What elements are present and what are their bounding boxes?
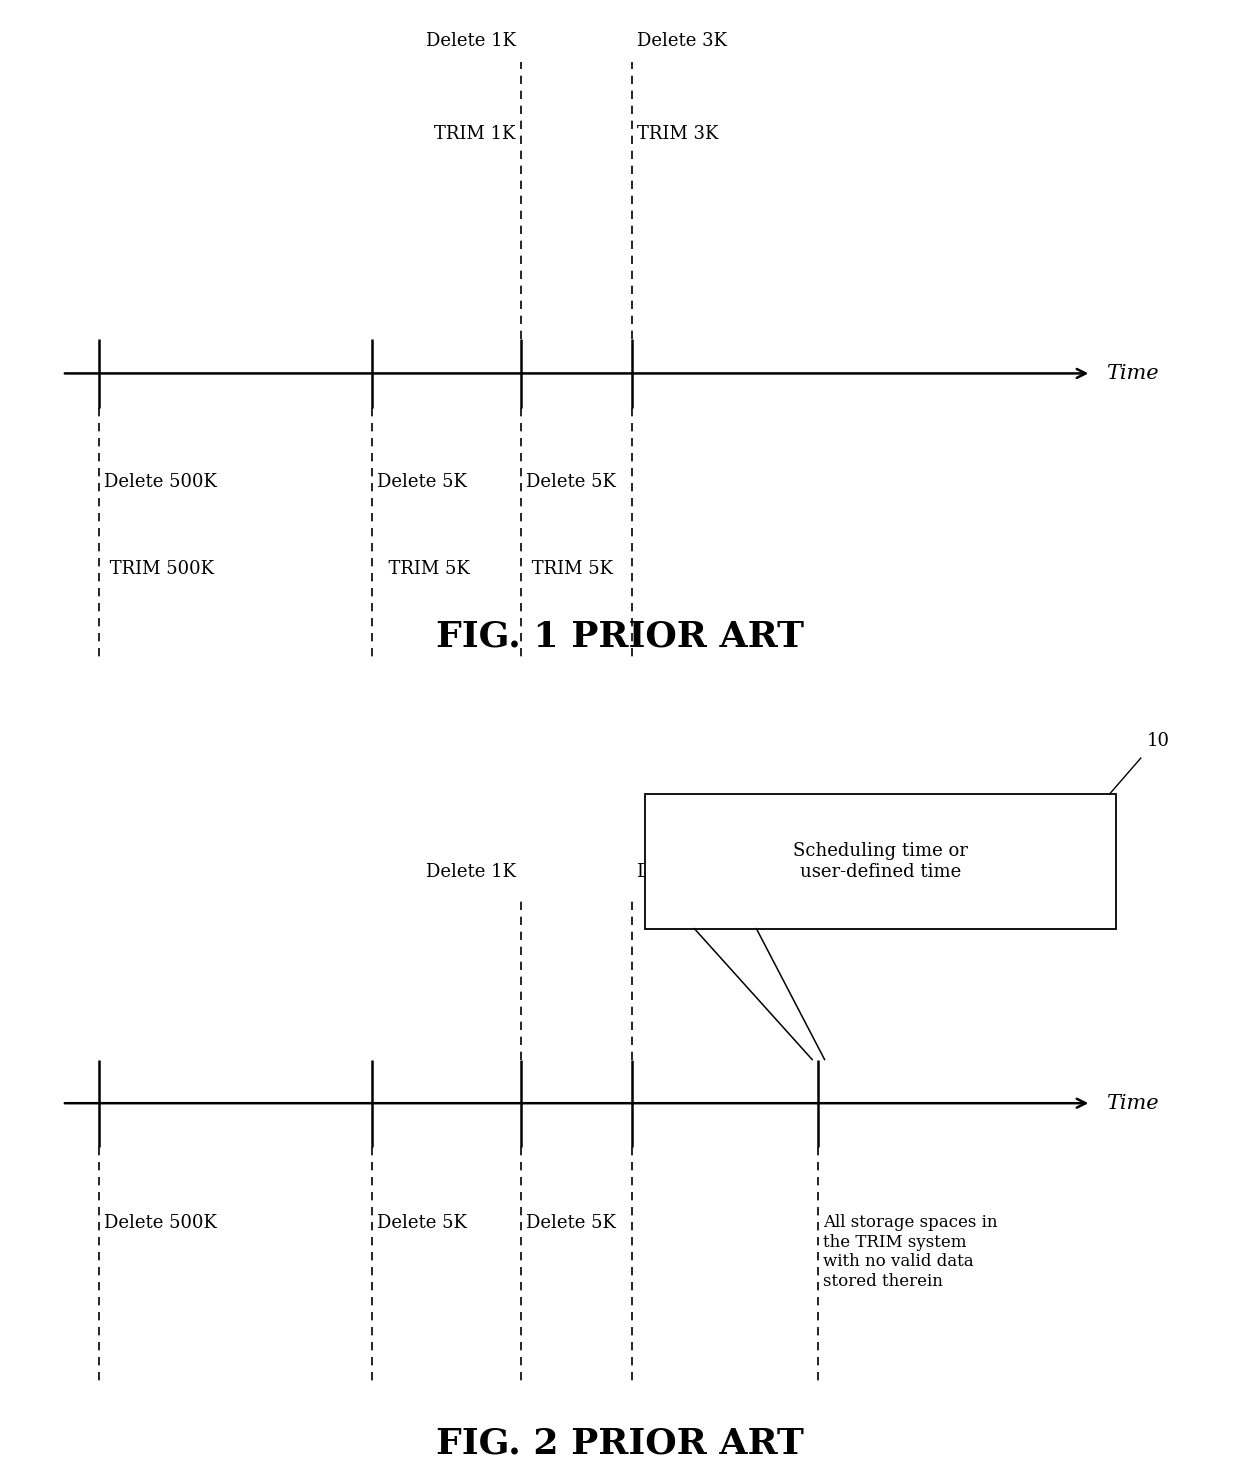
Text: Delete 5K: Delete 5K [526, 1215, 615, 1232]
Text: TRIM 1K: TRIM 1K [434, 125, 516, 142]
Text: Delete 5K: Delete 5K [526, 473, 615, 491]
Text: Delete 5K: Delete 5K [377, 473, 466, 491]
Text: Delete 500K: Delete 500K [104, 473, 217, 491]
Text: FIG. 1 PRIOR ART: FIG. 1 PRIOR ART [436, 620, 804, 654]
Text: Delete 3K: Delete 3K [637, 863, 728, 881]
Text: TRIM 500K: TRIM 500K [104, 561, 215, 578]
Text: Time: Time [1106, 1093, 1158, 1112]
Text: Delete 500K: Delete 500K [104, 1215, 217, 1232]
Text: TRIM 5K: TRIM 5K [526, 561, 613, 578]
Text: Delete 3K: Delete 3K [637, 31, 728, 49]
Text: Scheduling time or
user-defined time: Scheduling time or user-defined time [792, 842, 968, 881]
Bar [645, 793, 1116, 928]
Text: Delete 1K: Delete 1K [425, 863, 516, 881]
Text: FIG. 2 PRIOR ART: FIG. 2 PRIOR ART [436, 1427, 804, 1461]
Text: 10: 10 [1147, 733, 1171, 750]
Text: Time: Time [1106, 363, 1158, 383]
Text: Delete 1K: Delete 1K [425, 31, 516, 49]
Text: All storage spaces in
the TRIM system
with no valid data
stored therein: All storage spaces in the TRIM system wi… [823, 1215, 998, 1290]
Text: TRIM 5K: TRIM 5K [377, 561, 470, 578]
Text: TRIM 3K: TRIM 3K [637, 125, 719, 142]
Text: Delete 5K: Delete 5K [377, 1215, 466, 1232]
